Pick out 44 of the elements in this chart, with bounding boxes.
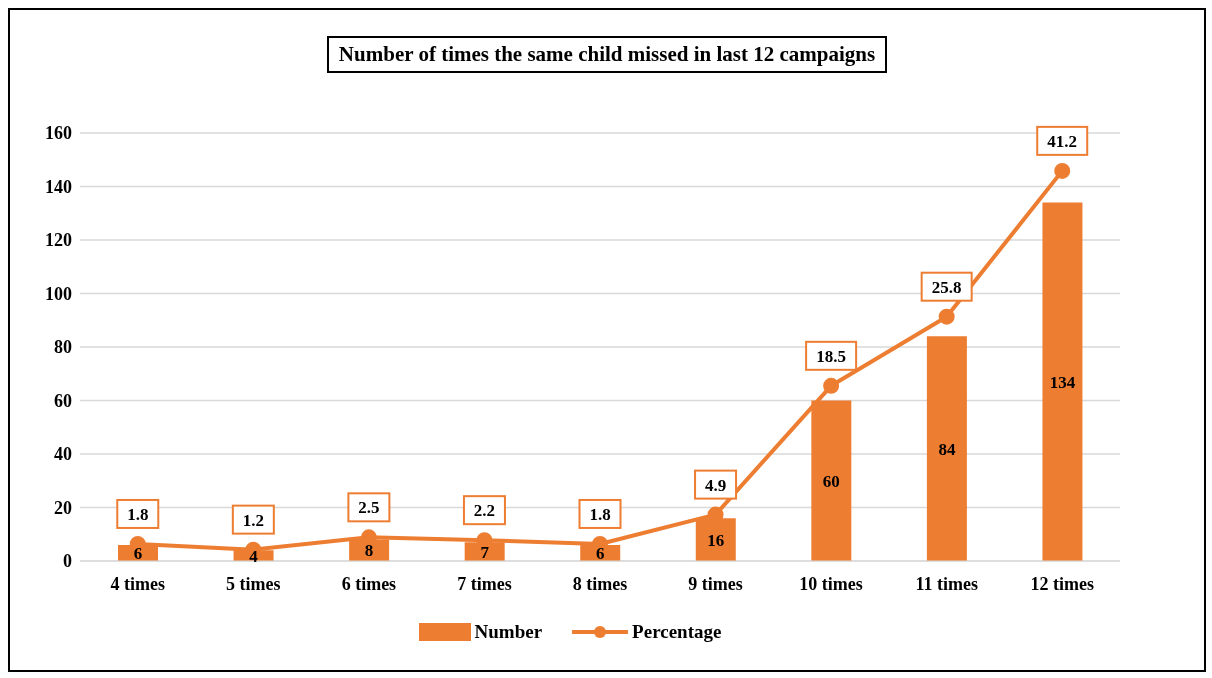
y-tick-label: 20 — [54, 497, 72, 518]
x-tick-label: 5 times — [226, 573, 281, 594]
y-tick-label: 0 — [63, 551, 72, 572]
data-label: 41.2 — [1047, 131, 1078, 151]
x-tick-label: 8 times — [572, 573, 628, 594]
y-tick-label: 60 — [54, 390, 72, 411]
data-label: 2.5 — [358, 498, 380, 518]
data-label: 1.8 — [589, 504, 611, 524]
data-label: 60 — [822, 471, 840, 491]
data-label: 134 — [1049, 372, 1076, 392]
point — [1054, 162, 1071, 179]
data-label: 7 — [480, 542, 490, 562]
legend-label: Number — [473, 621, 543, 643]
bar — [1042, 202, 1083, 561]
data-label: 1.8 — [127, 504, 149, 524]
point — [823, 377, 840, 394]
x-tick-label: 7 times — [457, 573, 512, 594]
y-tick-label: 120 — [45, 230, 72, 251]
y-tick-label: 140 — [45, 176, 72, 197]
x-tick-label: 12 times — [1030, 573, 1094, 594]
x-tick-label: 9 times — [688, 573, 743, 594]
data-label: 16 — [707, 530, 725, 550]
data-label: 6 — [133, 544, 143, 564]
data-label: 4.9 — [704, 475, 727, 495]
legend-label: Percentage — [631, 621, 722, 643]
y-tick-label: 100 — [45, 283, 72, 304]
x-tick-label: 6 times — [341, 573, 397, 594]
data-label: 8 — [364, 541, 374, 561]
data-label: 84 — [938, 439, 956, 459]
y-tick-label: 80 — [54, 337, 72, 358]
y-tick-label: 40 — [54, 444, 72, 465]
chart-title: Number of times the same child missed in last 12 campaigns — [326, 36, 888, 73]
data-label: 1.2 — [242, 510, 264, 530]
x-tick-label: 10 times — [799, 573, 863, 594]
data-label: 18.5 — [816, 346, 846, 366]
data-label: 4 — [249, 546, 259, 566]
x-tick-label: 4 times — [110, 573, 166, 594]
bar — [926, 336, 967, 561]
data-label: 2.2 — [473, 501, 496, 521]
data-label: 6 — [595, 544, 605, 564]
y-tick-label: 160 — [45, 123, 72, 144]
point — [938, 308, 955, 325]
data-label: 25.8 — [931, 277, 962, 297]
x-tick-label: 11 times — [915, 573, 978, 594]
